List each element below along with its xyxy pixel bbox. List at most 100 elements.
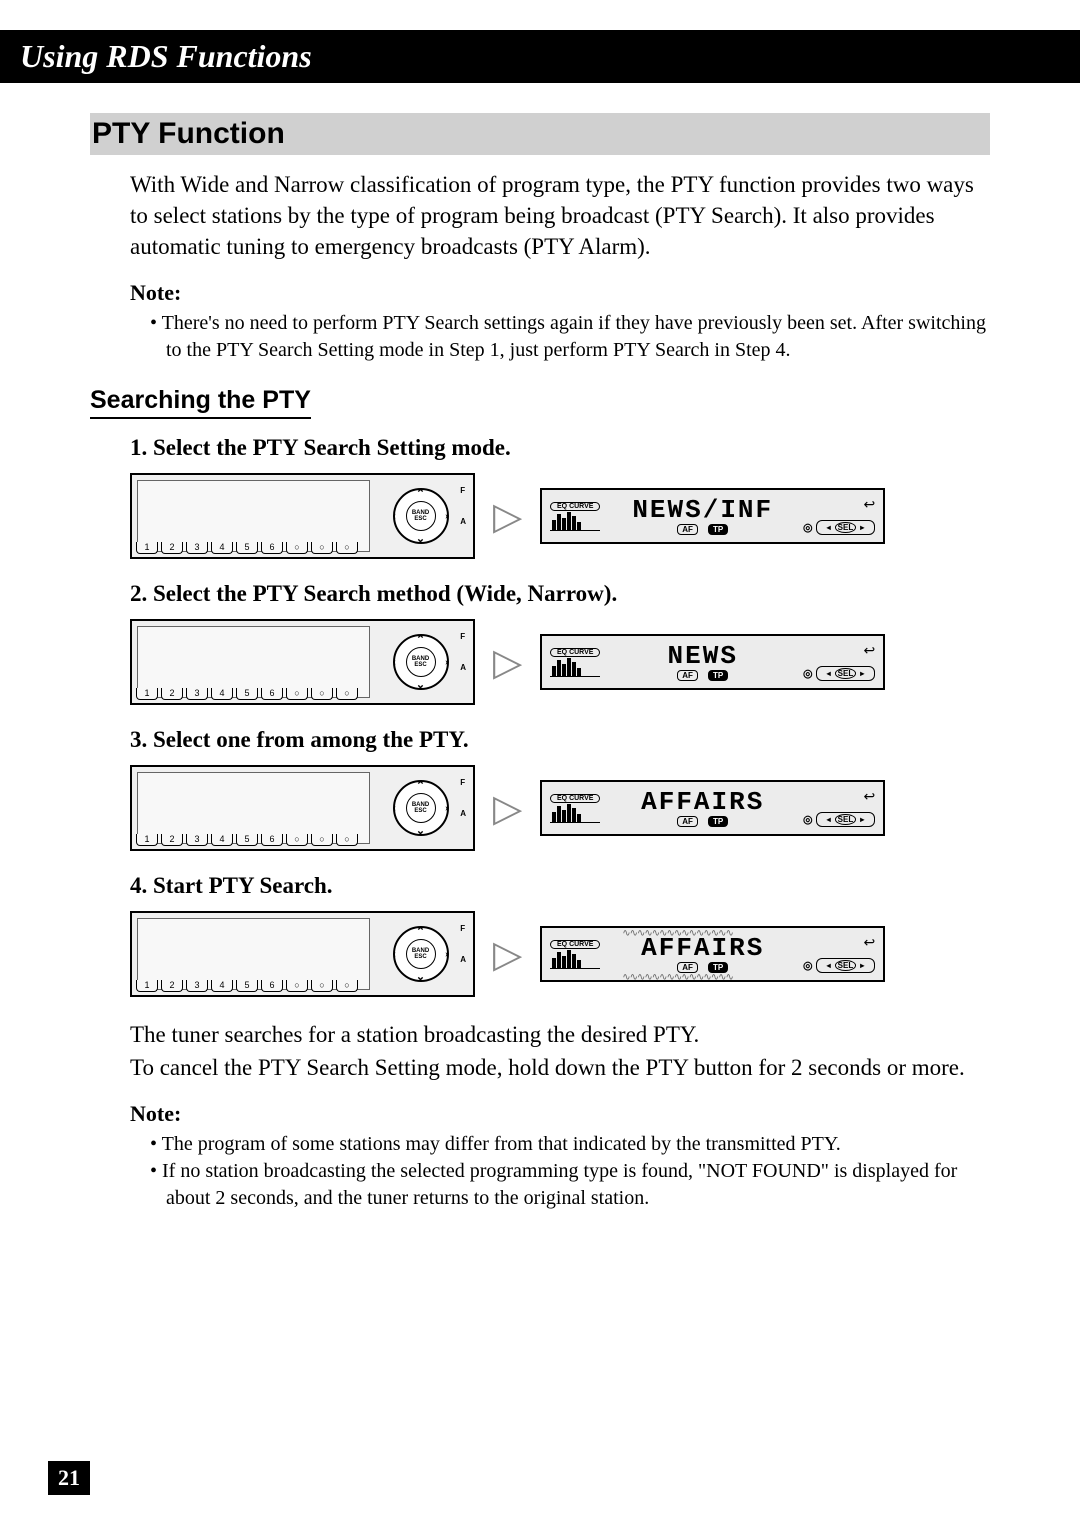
chevron-down-icon: ⌄ [416, 532, 425, 545]
display-panel: EQ CURVE NEWS/INF AF TP ↩ ◎ ◂ SEL ▸ [540, 488, 885, 544]
chevron-left-icon: ‹ [393, 510, 397, 522]
step-row: 1. Select the PTY Search Setting mode. 1… [130, 435, 990, 559]
preset-button: ○ [286, 542, 308, 554]
step-number: 3. [130, 727, 147, 752]
display-right: ↩ ◎ ◂ SEL ▸ [805, 497, 875, 535]
preset-row: 123456○○○ [136, 542, 371, 554]
step-title: 2. Select the PTY Search method (Wide, N… [130, 581, 990, 607]
arrow-divider-icon: ▷ [493, 494, 522, 539]
preset-button: 2 [161, 834, 183, 846]
preset-button: 6 [261, 688, 283, 700]
dial-inner: BAND ESC [406, 501, 436, 531]
af-indicator: AF [677, 816, 698, 827]
eq-block: EQ CURVE [550, 794, 600, 823]
preset-button: ○ [311, 834, 333, 846]
chevron-down-icon: ⌄ [416, 678, 425, 691]
side-labels: F A [460, 924, 466, 964]
side-label-f: F [460, 778, 466, 787]
preset-button: 4 [211, 542, 233, 554]
dial-center-label: BAND ESC [407, 802, 435, 814]
preset-row: 123456○○○ [136, 834, 371, 846]
af-indicator: AF [677, 962, 698, 973]
dial-inner: BAND ESC [406, 793, 436, 823]
device-display-area: 123456○○○ [137, 772, 370, 844]
preset-row: 123456○○○ [136, 980, 371, 992]
eq-curve-label: EQ CURVE [550, 794, 600, 803]
intro-paragraph: With Wide and Narrow classification of p… [130, 169, 990, 262]
display-text-area: NEWS/INF AF TP [600, 497, 805, 535]
chevron-right-icon: › [445, 802, 449, 814]
display-right: ↩ ◎ ◂ SEL ▸ [805, 789, 875, 827]
side-label-f: F [460, 924, 466, 933]
loop-icon: ↩ [864, 497, 876, 514]
chevron-right-icon: › [445, 948, 449, 960]
control-dial: ⌃ ⌄ ‹ › BAND ESC [393, 926, 449, 982]
preset-button: 4 [211, 834, 233, 846]
preset-button: ○ [311, 688, 333, 700]
side-labels: F A [460, 632, 466, 672]
sel-block: ◎ ◂ SEL ▸ [803, 958, 875, 973]
display-indicators: AF TP [600, 670, 805, 681]
sel-block: ◎ ◂ SEL ▸ [803, 520, 875, 535]
eq-curve-label: EQ CURVE [550, 940, 600, 949]
chevron-up-icon: ⌃ [416, 925, 425, 938]
note-item: The program of some stations may differ … [150, 1131, 990, 1158]
step-row: 3. Select one from among the PTY. 123456… [130, 727, 990, 851]
sel-pill: ◂ SEL ▸ [816, 812, 876, 827]
preset-button: 3 [186, 542, 208, 554]
display-main-text: NEWS/INF [600, 497, 805, 523]
preset-button: 2 [161, 980, 183, 992]
preset-button: ○ [311, 542, 333, 554]
preset-button: 3 [186, 834, 208, 846]
preset-button: 2 [161, 542, 183, 554]
display-text-area: AFFAIRS AF TP [600, 789, 805, 827]
step-text: Select one from among the PTY. [153, 727, 469, 752]
preset-button: 4 [211, 980, 233, 992]
control-dial: ⌃ ⌄ ‹ › BAND ESC [393, 634, 449, 690]
dial-inner: BAND ESC [406, 647, 436, 677]
preset-button: ○ [286, 834, 308, 846]
page-number: 21 [48, 1461, 90, 1495]
note-list-2: The program of some stations may differ … [150, 1131, 990, 1212]
tp-indicator: TP [708, 816, 728, 827]
device-display-area: 123456○○○ [137, 480, 370, 552]
step-row: 4. Start PTY Search. 123456○○○ ⌃ ⌄ ‹ › B… [130, 873, 990, 997]
eq-curve-label: EQ CURVE [550, 502, 600, 511]
display-main-text: AFFAIRS [600, 935, 805, 961]
eq-bars-icon [550, 951, 600, 969]
display-indicators: AF TP [600, 962, 805, 973]
eq-block: EQ CURVE [550, 940, 600, 969]
device-controls: ⌃ ⌄ ‹ › BAND ESC F A [373, 772, 468, 844]
device-controls: ⌃ ⌄ ‹ › BAND ESC F A [373, 626, 468, 698]
display-panel: ∿∿∿∿∿∿∿∿∿∿∿∿∿∿∿∿∿∿∿∿∿∿∿∿∿∿∿∿∿∿ EQ CURVE … [540, 926, 885, 982]
chevron-left-icon: ‹ [393, 656, 397, 668]
sel-pill: ◂ SEL ▸ [816, 958, 876, 973]
loop-icon: ↩ [864, 643, 876, 660]
preset-button: 5 [236, 542, 258, 554]
loop-icon: ↩ [864, 935, 876, 952]
dial-center-label: BAND ESC [407, 510, 435, 522]
preset-button: ○ [311, 980, 333, 992]
side-labels: F A [460, 778, 466, 818]
side-labels: F A [460, 486, 466, 526]
chevron-left-icon: ‹ [393, 948, 397, 960]
step-images: 123456○○○ ⌃ ⌄ ‹ › BAND ESC F A ▷ EQ CURV… [130, 473, 990, 559]
device-display-area: 123456○○○ [137, 626, 370, 698]
chevron-up-icon: ⌃ [416, 779, 425, 792]
chevron-right-icon: › [445, 656, 449, 668]
preset-button: 1 [136, 688, 158, 700]
display-right: ↩ ◎ ◂ SEL ▸ [805, 643, 875, 681]
chevron-right-icon: › [445, 510, 449, 522]
step-row: 2. Select the PTY Search method (Wide, N… [130, 581, 990, 705]
dial-center-label: BAND ESC [407, 948, 435, 960]
af-indicator: AF [677, 670, 698, 681]
display-main-text: NEWS [600, 643, 805, 669]
arrow-divider-icon: ▷ [493, 640, 522, 685]
page-header: Using RDS Functions [0, 30, 1080, 83]
eq-bars-icon [550, 659, 600, 677]
eq-bars-icon [550, 513, 600, 531]
preset-button: 6 [261, 542, 283, 554]
sel-pill: ◂ SEL ▸ [816, 666, 876, 681]
display-indicators: AF TP [600, 816, 805, 827]
arrow-divider-icon: ▷ [493, 786, 522, 831]
